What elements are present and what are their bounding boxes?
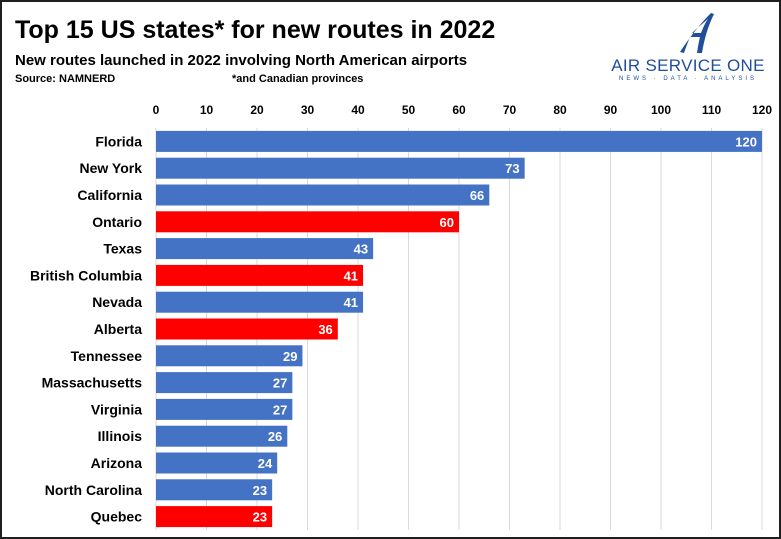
x-tick-label: 70 bbox=[503, 103, 517, 117]
category-label: Quebec bbox=[91, 509, 143, 525]
logo-name: AIR SERVICE ONE bbox=[611, 56, 765, 75]
data-label: 120 bbox=[735, 134, 757, 149]
category-label: California bbox=[77, 187, 142, 203]
x-tick-label: 20 bbox=[250, 103, 264, 117]
data-label: 24 bbox=[258, 456, 273, 471]
data-label: 73 bbox=[505, 161, 519, 176]
category-label: Florida bbox=[95, 133, 142, 149]
data-label: 41 bbox=[344, 268, 358, 283]
x-tick-label: 40 bbox=[351, 103, 365, 117]
bar bbox=[156, 211, 459, 233]
chart-title: Top 15 US states* for new routes in 2022 bbox=[15, 16, 496, 44]
category-label: Massachusetts bbox=[42, 375, 143, 391]
category-label: North Carolina bbox=[45, 482, 142, 498]
bar bbox=[156, 130, 762, 152]
data-label: 36 bbox=[318, 322, 332, 337]
bar bbox=[156, 318, 338, 340]
bar bbox=[156, 425, 288, 447]
x-tick-label: 0 bbox=[153, 103, 160, 117]
x-tick-label: 100 bbox=[651, 103, 671, 117]
category-label: Nevada bbox=[92, 294, 142, 310]
data-label: 43 bbox=[354, 242, 368, 257]
data-label: 66 bbox=[470, 188, 484, 203]
bar bbox=[156, 291, 364, 313]
data-label: 29 bbox=[283, 349, 297, 364]
chart-subtitle: New routes launched in 2022 involving No… bbox=[15, 52, 468, 69]
bar bbox=[156, 398, 293, 420]
category-label: Tennessee bbox=[71, 348, 143, 364]
bar bbox=[156, 479, 273, 501]
source-note: Source: NAMNERD bbox=[15, 73, 116, 85]
x-tick-label: 30 bbox=[301, 103, 315, 117]
x-tick-label: 80 bbox=[553, 103, 567, 117]
x-tick-label: 10 bbox=[200, 103, 214, 117]
plane-a-icon bbox=[680, 13, 714, 53]
bar bbox=[156, 345, 303, 367]
bar bbox=[156, 372, 293, 394]
data-label: 41 bbox=[344, 295, 358, 310]
x-tick-label: 50 bbox=[402, 103, 416, 117]
data-label: 23 bbox=[253, 510, 267, 525]
bar bbox=[156, 264, 364, 286]
category-label: Ontario bbox=[92, 214, 142, 230]
data-label: 26 bbox=[268, 429, 282, 444]
x-tick-label: 120 bbox=[752, 103, 772, 117]
category-label: Illinois bbox=[98, 428, 143, 444]
bar bbox=[156, 452, 278, 474]
data-label: 60 bbox=[440, 215, 454, 230]
category-label: Texas bbox=[103, 241, 142, 257]
data-label: 27 bbox=[273, 402, 287, 417]
air-service-one-logo: AIR SERVICE ONE NEWS · DATA · ANALYSIS bbox=[606, 10, 770, 84]
x-tick-label: 110 bbox=[702, 103, 722, 117]
footnote: *and Canadian provinces bbox=[232, 73, 364, 85]
x-tick-label: 90 bbox=[604, 103, 618, 117]
data-label: 27 bbox=[273, 376, 287, 391]
logo-tagline: NEWS · DATA · ANALYSIS bbox=[618, 76, 757, 82]
category-label: New York bbox=[79, 160, 142, 176]
category-label: Alberta bbox=[94, 321, 142, 337]
category-label: Arizona bbox=[91, 455, 143, 471]
bar bbox=[156, 238, 374, 260]
bar bbox=[156, 506, 273, 528]
x-tick-label: 60 bbox=[452, 103, 466, 117]
bar bbox=[156, 184, 490, 206]
bar bbox=[156, 157, 525, 179]
category-label: Virginia bbox=[91, 401, 142, 417]
data-label: 23 bbox=[253, 483, 267, 498]
category-label: British Columbia bbox=[30, 267, 142, 283]
